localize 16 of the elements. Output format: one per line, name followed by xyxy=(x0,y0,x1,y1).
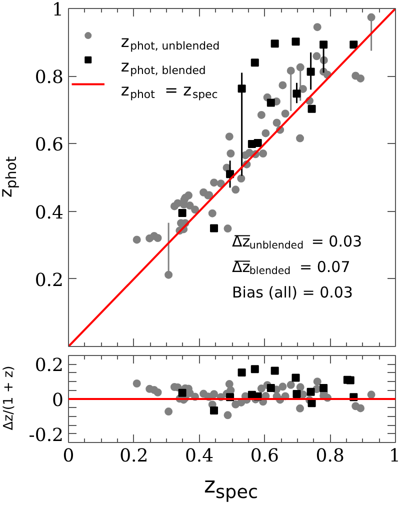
x-tick-label: 0.2 xyxy=(120,446,148,466)
y-tick-label: 0.8 xyxy=(34,67,64,88)
y-tick-label: -0.2 xyxy=(28,424,64,446)
y-tick-label: 0.4 xyxy=(34,202,64,224)
y-tick-label: 0 xyxy=(52,390,64,411)
y-tick-label: 1 xyxy=(52,0,64,20)
x-tick-label: 0.6 xyxy=(250,446,280,466)
x-tick-label: 0.4 xyxy=(184,446,214,466)
y-tick-label: 0.2 xyxy=(34,355,64,376)
y-tick-label: 0.6 xyxy=(34,134,64,156)
x-tick-label: 1 xyxy=(389,446,400,466)
x-axis-title: z$_{spec}$ xyxy=(204,474,258,504)
y-axis-title: Δz/(1 + z) xyxy=(2,366,16,430)
annotation: Bias (all) = 0.03 xyxy=(232,283,353,302)
y-tick-label: 0.2 xyxy=(34,270,64,291)
x-tick-label: 0.8 xyxy=(316,446,344,466)
